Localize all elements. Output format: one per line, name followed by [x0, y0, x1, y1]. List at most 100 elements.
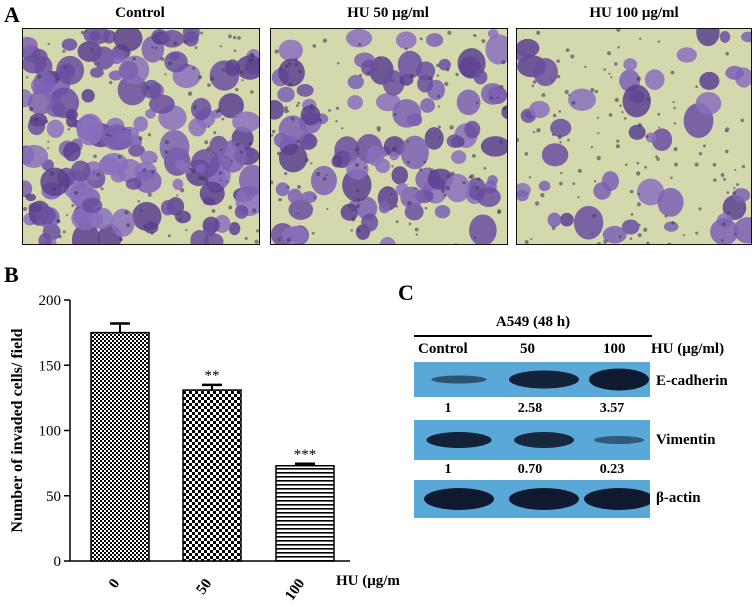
pore-dot: [414, 227, 419, 232]
pore-dot: [90, 47, 94, 52]
cell-blob: [469, 214, 497, 244]
cell-blob: [719, 31, 731, 43]
cell-blob: [379, 236, 396, 244]
pore-dot: [356, 198, 360, 202]
pore-dot: [445, 185, 450, 191]
cell-blob: [218, 93, 244, 119]
cell-blob: [397, 50, 423, 79]
ecadherin-label: E-cadherin: [656, 373, 728, 389]
pore-dot: [559, 140, 562, 144]
cell-blob: [287, 188, 303, 204]
lane-label-100: 100: [603, 341, 626, 357]
pore-dot: [571, 100, 576, 105]
cell-blob: [38, 233, 52, 244]
pore-dot: [126, 223, 131, 228]
cell-blob: [541, 143, 569, 167]
pore-dot: [67, 128, 71, 131]
cell-blob: [175, 210, 192, 224]
pore-dot: [200, 31, 204, 35]
pore-dot: [551, 133, 555, 137]
cell-blob: [601, 171, 620, 192]
cell-blob: [710, 218, 739, 244]
pore-dot: [219, 148, 222, 152]
pore-dot: [26, 76, 29, 79]
cell-blob: [383, 136, 406, 157]
cell-blob: [175, 159, 186, 170]
pore-dot: [57, 219, 61, 224]
pore-dot: [447, 30, 452, 35]
cell-blob: [25, 193, 37, 202]
pore-dot: [673, 122, 677, 125]
pore-dot: [584, 65, 587, 69]
pore-dot: [139, 209, 143, 212]
pore-dot: [322, 177, 327, 181]
cell-blob: [345, 29, 373, 48]
cell-blob: [89, 67, 104, 78]
pore-dot: [154, 160, 157, 163]
cell-blob: [657, 187, 684, 217]
pore-dot: [446, 174, 451, 179]
pore-dot: [556, 74, 561, 79]
pore-dot: [221, 117, 225, 121]
y-tick-label: 100: [39, 424, 62, 440]
cell-blob: [70, 160, 91, 182]
pore-dot: [167, 61, 173, 66]
pore-dot: [475, 186, 479, 190]
pore-dot: [235, 87, 239, 92]
pore-dot: [551, 226, 556, 230]
pore-dot: [316, 172, 321, 177]
treatment-label: HU (μg/ml): [651, 341, 725, 357]
cell-blob: [27, 90, 54, 115]
pore-dot: [732, 191, 736, 195]
pore-dot: [298, 69, 302, 74]
cell-blob: [480, 82, 505, 105]
cell-blob: [111, 208, 135, 237]
cell-blob: [190, 97, 212, 121]
pore-dot: [695, 231, 699, 235]
pore-dot: [436, 63, 440, 68]
pore-dot: [52, 187, 57, 192]
cell-blob: [23, 36, 38, 54]
pore-dot: [151, 170, 155, 174]
cell-blob: [434, 204, 451, 219]
pore-dot: [34, 117, 38, 122]
cell-blob: [621, 219, 640, 235]
cell-blob: [141, 79, 162, 99]
pore-dot: [248, 58, 253, 63]
pore-dot: [164, 73, 167, 76]
pore-dot: [643, 227, 648, 232]
cell-blob: [296, 84, 314, 97]
pore-dot: [603, 239, 608, 244]
pore-dot: [392, 146, 397, 152]
pore-dot: [283, 105, 288, 111]
pore-dot: [124, 210, 129, 215]
pore-dot: [226, 180, 229, 183]
cell-blob: [275, 182, 290, 197]
pore-dot: [540, 193, 545, 198]
pore-dot: [594, 89, 599, 94]
pore-dot: [725, 149, 729, 154]
pore-dot: [441, 189, 445, 193]
pore-dot: [671, 221, 675, 225]
cell-blob: [300, 105, 321, 126]
pore-dot: [390, 192, 393, 196]
pore-dot: [406, 160, 410, 164]
pore-dot: [499, 84, 504, 89]
pore-dot: [497, 210, 501, 215]
pore-dot: [674, 162, 678, 167]
pore-dot: [722, 222, 726, 227]
pore-dot: [132, 57, 136, 61]
pore-dot: [100, 187, 104, 191]
pore-dot: [277, 237, 281, 242]
cell-blob: [485, 34, 507, 65]
pore-dot: [154, 46, 158, 50]
pore-dot: [255, 229, 259, 233]
pore-dot: [97, 62, 100, 65]
cell-blob: [361, 59, 377, 76]
pore-dot: [391, 165, 394, 168]
pore-dot: [390, 78, 394, 82]
pore-dot: [577, 168, 582, 173]
pore-dot: [288, 82, 293, 87]
pore-dot: [24, 194, 28, 198]
pore-dot: [167, 234, 171, 238]
